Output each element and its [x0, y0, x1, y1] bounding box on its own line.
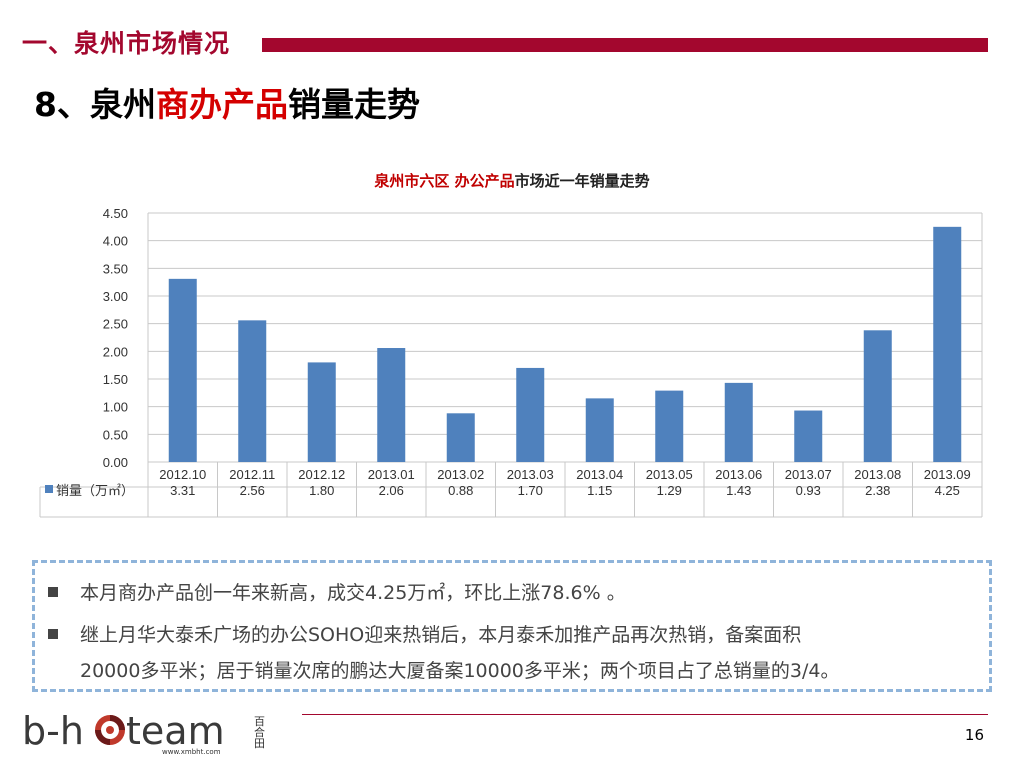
bar — [933, 226, 962, 462]
header-bar — [262, 38, 988, 52]
x-tick-label: 2013.08 — [854, 467, 901, 482]
y-tick-label: 4.50 — [103, 206, 128, 221]
data-label: 1.15 — [587, 483, 612, 498]
section-title: 一、泉州市场情况 — [22, 29, 231, 58]
slide-title-highlight: 商办产品 — [155, 85, 288, 124]
bar — [307, 362, 336, 462]
bar — [168, 278, 197, 462]
bar — [724, 382, 753, 462]
notes-box — [32, 560, 992, 692]
data-label: 2.38 — [865, 483, 890, 498]
y-tick-label: 1.00 — [103, 400, 128, 415]
x-tick-label: 2013.04 — [576, 467, 623, 482]
slide-title-prefix: 8、泉州 — [34, 85, 156, 124]
x-tick-label: 2012.12 — [298, 467, 345, 482]
logo-swirl-icon — [95, 715, 125, 745]
y-tick-label: 0.50 — [103, 427, 128, 442]
data-label: 1.43 — [726, 483, 751, 498]
data-label: 3.31 — [170, 483, 195, 498]
company-logo: b-h team www.xmbht.com 百合田 — [22, 706, 265, 756]
data-label: 4.25 — [935, 483, 960, 498]
footer-line — [302, 714, 988, 715]
data-label: 2.06 — [379, 483, 404, 498]
chart-title: 泉州市六区 办公产品市场近一年销量走势 — [0, 170, 1024, 191]
x-tick-label: 2013.03 — [507, 467, 554, 482]
bar — [655, 390, 684, 462]
x-tick-label: 2013.05 — [646, 467, 693, 482]
data-label: 0.93 — [796, 483, 821, 498]
logo-url: www.xmbht.com — [162, 748, 221, 756]
bar — [377, 348, 406, 462]
data-label: 1.80 — [309, 483, 334, 498]
data-label: 1.70 — [518, 483, 543, 498]
x-tick-label: 2013.07 — [785, 467, 832, 482]
y-tick-label: 4.00 — [103, 234, 128, 249]
y-tick-label: 1.50 — [103, 372, 128, 387]
page-number: 16 — [964, 726, 984, 744]
bullet-square-icon — [48, 586, 58, 597]
x-tick-label: 2013.02 — [437, 467, 484, 482]
x-tick-label: 2012.11 — [229, 467, 275, 482]
y-tick-label: 3.00 — [103, 289, 128, 304]
note-bullet-1: 本月商办产品创一年来新高，成交4.25万㎡，环比上涨78.6% 。 — [48, 578, 626, 605]
bullet-square-icon — [48, 628, 58, 639]
y-tick-label: 0.00 — [103, 455, 128, 470]
bar — [585, 398, 614, 462]
logo-graphic: b-h team www.xmbht.com — [22, 709, 225, 756]
bar — [238, 320, 267, 462]
legend-swatch — [45, 485, 53, 493]
y-tick-label: 3.50 — [103, 261, 128, 276]
logo-cn: 百合田 — [254, 715, 265, 750]
x-tick-label: 2013.06 — [715, 467, 762, 482]
data-label: 0.88 — [448, 483, 473, 498]
bar — [446, 413, 475, 462]
bar — [794, 410, 823, 462]
x-tick-label: 2012.10 — [159, 467, 206, 482]
chart-title-rest: 市场近一年销量走势 — [514, 172, 650, 190]
bar — [863, 330, 892, 462]
data-label: 1.29 — [657, 483, 682, 498]
note-bullet-2-line2: 20000多平米；居于销量次席的鹏达大厦备案10000多平米；两个项目占了总销量… — [80, 660, 840, 682]
chart-title-highlight: 泉州市六区 办公产品 — [374, 172, 515, 190]
bar — [516, 367, 545, 462]
note-bullet-2-line1: 继上月华大泰禾广场的办公SOHO迎来热销后，本月泰禾加推产品再次热销，备案面积 — [80, 624, 802, 646]
y-tick-label: 2.50 — [103, 317, 128, 332]
y-tick-label: 2.00 — [103, 344, 128, 359]
logo-text-right: team — [126, 709, 225, 753]
x-tick-label: 2013.09 — [924, 467, 971, 482]
slide-title: 8、泉州商办产品销量走势 — [34, 78, 420, 126]
note-bullet-1-text: 本月商办产品创一年来新高，成交4.25万㎡，环比上涨78.6% 。 — [80, 582, 626, 604]
note-bullet-2: 继上月华大泰禾广场的办公SOHO迎来热销后，本月泰禾加推产品再次热销，备案面积 — [48, 620, 801, 647]
slide-title-suffix: 销量走势 — [287, 85, 420, 124]
bar-chart: 0.00 0.50 1.00 1.50 2.00 2.50 3.00 3.50 4.00 4.50… — [39, 206, 983, 518]
x-tick-label: 2013.01 — [368, 467, 415, 482]
legend-label: 销量（万㎡） — [56, 484, 134, 499]
data-label: 2.56 — [240, 483, 265, 498]
logo-text-left: b-h — [22, 709, 84, 753]
